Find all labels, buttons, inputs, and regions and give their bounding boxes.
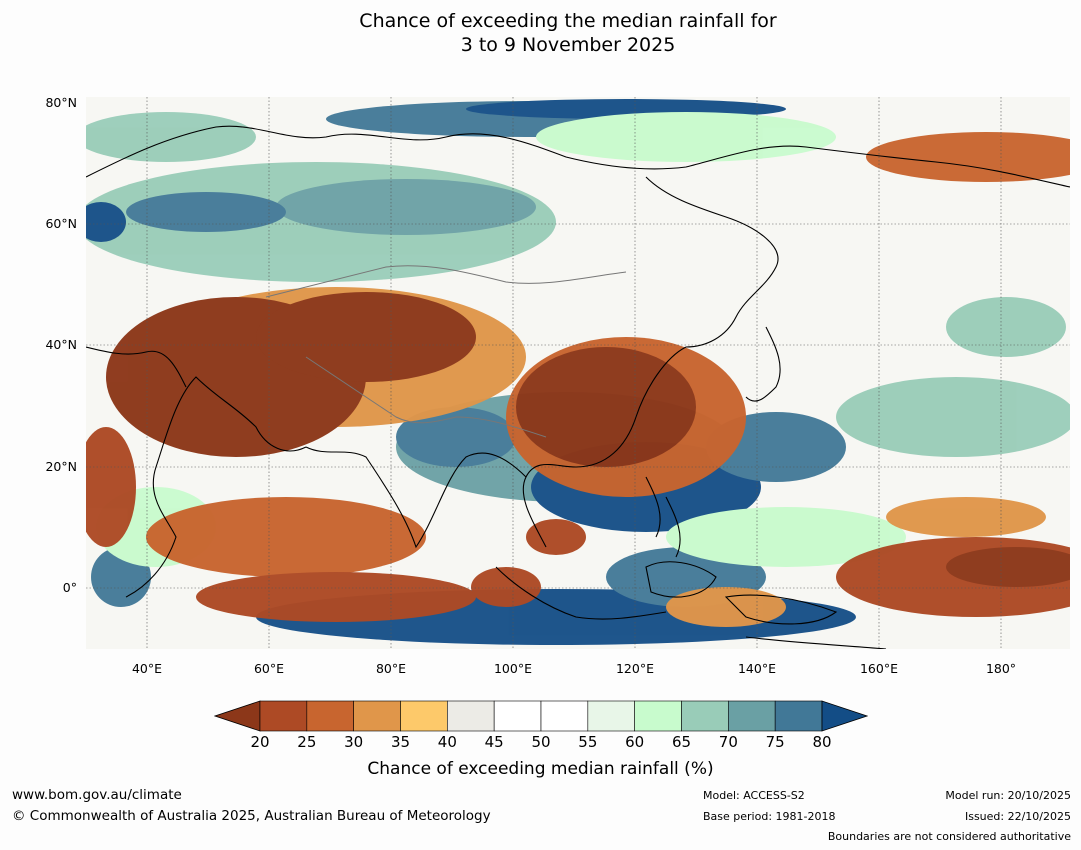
west-siberia-wet-core xyxy=(126,192,286,232)
colorbar-segment xyxy=(353,700,401,732)
bay-of-bengal-wet xyxy=(396,407,516,467)
lon-label-40e: 40°E xyxy=(131,661,163,676)
model-run-date: Model run: 20/10/2025 xyxy=(945,789,1071,802)
scandinavia-wet xyxy=(86,112,256,162)
china-coastline xyxy=(522,346,687,548)
arctic-light-green xyxy=(536,112,836,162)
colorbar-tick-label: 45 xyxy=(484,733,504,751)
colorbar-tick-label: 75 xyxy=(765,733,785,751)
colorbar-segment xyxy=(728,700,776,732)
colorbar-extend-high xyxy=(821,700,868,732)
lon-label-100e: 100°E xyxy=(493,661,532,676)
colorbar-tick-label: 60 xyxy=(625,733,645,751)
colorbar-segment xyxy=(447,700,495,732)
arabia-coastline xyxy=(125,376,307,598)
colorbar-segment xyxy=(400,700,448,732)
lon-label-60e: 60°E xyxy=(253,661,285,676)
new-guinea-coastline xyxy=(724,594,838,625)
country-borders xyxy=(265,265,627,438)
colorbar-extend-low xyxy=(214,700,261,732)
colorbar xyxy=(214,700,868,732)
website-link[interactable]: www.bom.gov.au/climate xyxy=(12,787,182,803)
mediterranean-coastline xyxy=(86,346,187,388)
colorbar-tick-label: 65 xyxy=(671,733,692,751)
map-canvas xyxy=(86,97,1070,649)
colorbar-tick-label: 20 xyxy=(250,733,270,751)
indian-ocean-dry xyxy=(196,572,476,622)
colorbar-tick-label: 35 xyxy=(390,733,411,751)
japan-coastline xyxy=(745,326,781,402)
colorbar-segment xyxy=(259,700,308,732)
lon-label-120e: 120°E xyxy=(615,661,654,676)
colorbar-segment xyxy=(493,700,542,732)
colorbar-tick-label: 25 xyxy=(297,733,317,751)
pacific-light-green xyxy=(666,507,906,567)
malaysia-dry xyxy=(526,519,586,555)
lat-label-40n: 40°N xyxy=(45,337,77,352)
graticule xyxy=(86,97,1070,649)
dry-regions xyxy=(86,132,1070,627)
colorbar-title: Chance of exceeding median rainfall (%) xyxy=(367,759,714,779)
colorbar-segment xyxy=(540,700,589,732)
lat-label-60n: 60°N xyxy=(45,216,77,231)
lat-label-20n: 20°N xyxy=(45,459,77,474)
central-pacific-wet xyxy=(836,377,1070,457)
siberia-wet-core xyxy=(276,179,536,235)
lat-label-80n: 80°N xyxy=(45,95,77,110)
boundaries-disclaimer: Boundaries are not considered authoritat… xyxy=(827,830,1071,843)
colorbar-segment xyxy=(774,700,823,732)
colorbar-segment xyxy=(306,700,354,732)
colorbar-tick-label: 30 xyxy=(344,733,364,751)
philippines-coastline xyxy=(645,476,681,558)
arctic-coastline xyxy=(86,125,1070,188)
lon-label-180: 180° xyxy=(985,661,1017,676)
chukotka-dry xyxy=(866,132,1070,182)
copyright-text: © Commonwealth of Australia 2025, Austra… xyxy=(12,808,491,824)
map-title: Chance of exceeding the median rainfall … xyxy=(0,9,1081,57)
borneo-coastline xyxy=(645,561,717,598)
himalaya-border xyxy=(305,356,457,424)
base-period: Base period: 1981-2018 xyxy=(703,810,836,823)
colorbar-segment xyxy=(587,700,635,732)
issued-date: Issued: 22/10/2025 xyxy=(964,810,1071,823)
colorbar-segment xyxy=(634,700,682,732)
title-line-1: Chance of exceeding the median rainfall … xyxy=(359,10,777,32)
title-line-2: 3 to 9 November 2025 xyxy=(460,34,676,56)
colorbar-tick-label: 40 xyxy=(437,733,457,751)
east-china-very-dry xyxy=(516,347,696,467)
rainfall-probability-map xyxy=(86,97,1070,649)
lon-label-160e: 160°E xyxy=(859,661,898,676)
coastlines xyxy=(86,125,1070,649)
indonesia-coastline xyxy=(495,566,667,620)
colorbar-tick-label: 80 xyxy=(812,733,832,751)
iran-very-dry xyxy=(256,292,476,382)
colorbar-tick-label: 55 xyxy=(578,733,598,751)
okhotsk-coastline xyxy=(645,176,779,348)
colorbar-tick-label: 70 xyxy=(718,733,738,751)
sahel-dry xyxy=(86,427,136,547)
russia-kazakhstan-border xyxy=(265,265,627,298)
colorbar-segment xyxy=(681,700,729,732)
model-name: Model: ACCESS-S2 xyxy=(703,789,805,802)
sumatra-dry xyxy=(471,567,541,607)
lon-label-140e: 140°E xyxy=(737,661,776,676)
pacific-dry-band xyxy=(886,497,1046,537)
south-asia-coastline xyxy=(305,446,527,549)
colorbar-tick-label: 50 xyxy=(531,733,551,751)
china-south-border xyxy=(455,416,547,438)
lon-label-80e: 80°E xyxy=(375,661,407,676)
north-pacific-wet xyxy=(946,297,1066,357)
new-guinea-dry xyxy=(666,587,786,627)
lat-label-0: 0° xyxy=(62,580,77,595)
equatorial-pacific-very-dry xyxy=(946,547,1070,587)
arabian-sea-dry xyxy=(146,497,426,577)
australia-coastline xyxy=(745,636,887,649)
europe-very-wet xyxy=(86,202,126,242)
